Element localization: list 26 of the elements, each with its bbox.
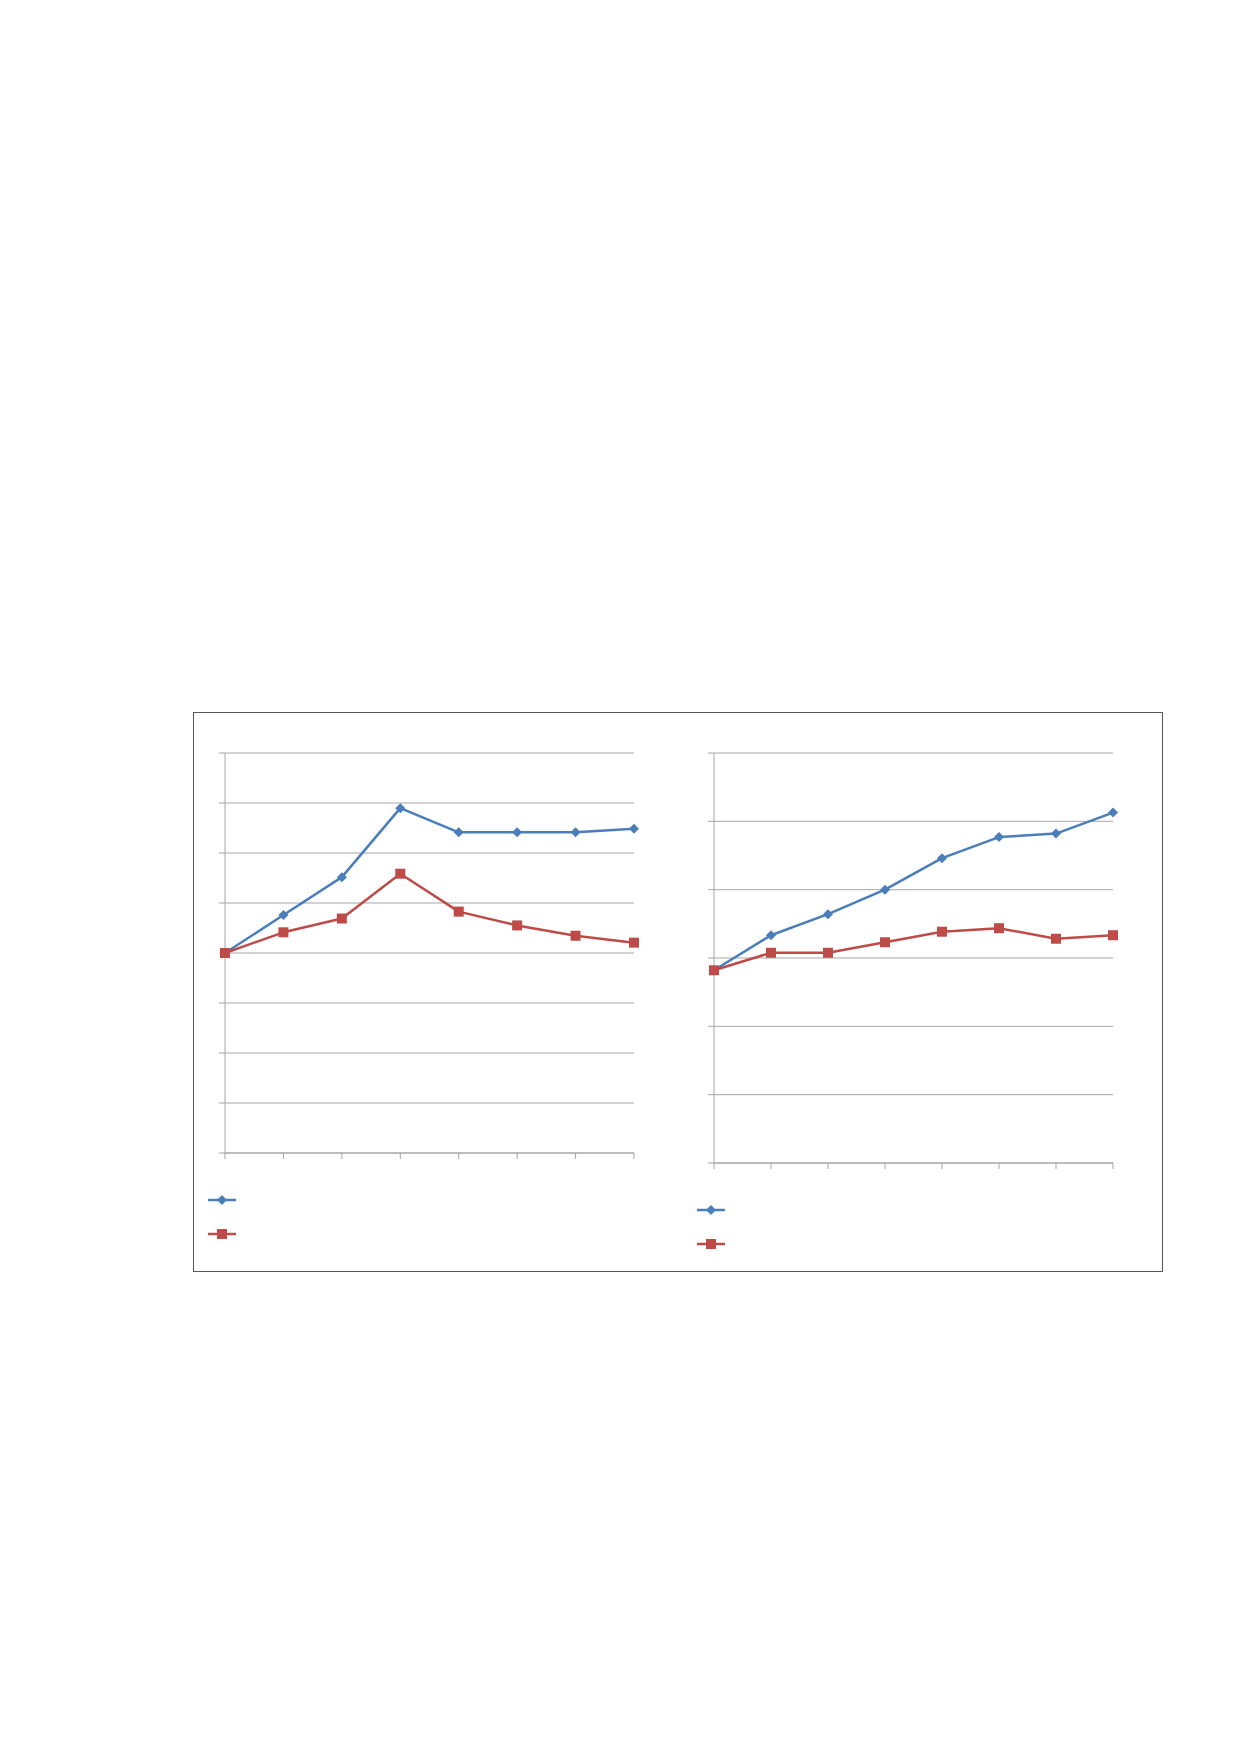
point [1107,807,1118,818]
point [570,827,581,838]
point [336,872,347,883]
point [570,930,581,941]
point [765,947,776,958]
point [993,832,1004,843]
point [879,884,890,895]
point [277,910,288,921]
point [628,937,639,948]
point [879,937,890,948]
point [993,923,1004,934]
point [453,906,464,917]
point [453,827,464,838]
point [936,926,947,937]
point [822,947,833,958]
point [336,913,347,924]
point [394,803,405,814]
point [936,853,947,864]
point [511,920,522,931]
point [765,930,776,941]
point [1050,933,1061,944]
point [1107,930,1118,941]
point [822,909,833,920]
point [277,927,288,938]
point [1050,828,1061,839]
point [394,868,405,879]
